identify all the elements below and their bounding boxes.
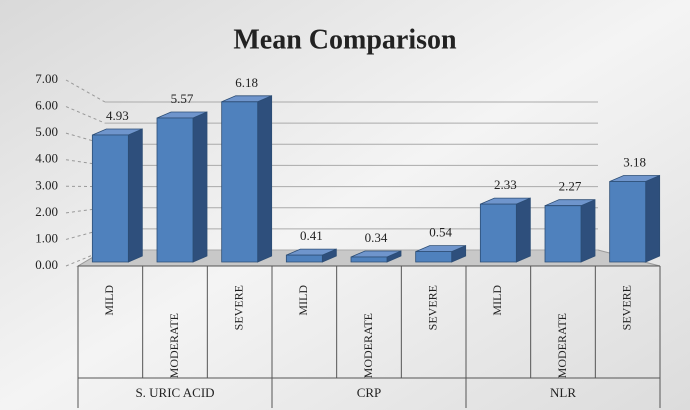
bar-face bbox=[127, 128, 143, 263]
bar-face bbox=[645, 174, 661, 263]
bar-face bbox=[544, 205, 582, 263]
data-label: 4.93 bbox=[106, 108, 129, 123]
bar-face bbox=[479, 203, 517, 263]
grid-line bbox=[65, 132, 106, 145]
bar-face bbox=[515, 197, 531, 263]
x-tick-label: MILD bbox=[490, 285, 504, 316]
data-label: 0.54 bbox=[429, 225, 452, 240]
x-tick-label: SEVERE bbox=[619, 285, 633, 330]
x-tick-label: MILD bbox=[296, 285, 310, 316]
bar-face bbox=[609, 181, 647, 263]
bar-face bbox=[257, 95, 273, 263]
bar-face bbox=[580, 199, 596, 263]
bar bbox=[285, 248, 337, 263]
bar-face bbox=[192, 111, 208, 263]
data-label: 2.27 bbox=[559, 179, 582, 194]
x-tick-label: SEVERE bbox=[231, 285, 245, 330]
y-tick-label: 5.00 bbox=[35, 124, 58, 139]
y-tick-label: 6.00 bbox=[35, 98, 58, 113]
data-label: 0.34 bbox=[365, 230, 388, 245]
group-label: S. URIC ACID bbox=[135, 385, 214, 400]
y-tick-label: 7.00 bbox=[35, 71, 58, 86]
x-tick-label: SEVERE bbox=[425, 285, 439, 330]
data-label: 3.18 bbox=[623, 154, 646, 169]
y-tick-label: 1.00 bbox=[35, 230, 58, 245]
y-tick-label: 4.00 bbox=[35, 151, 58, 166]
bar bbox=[221, 95, 273, 263]
x-tick-label: MILD bbox=[102, 285, 116, 316]
grid-line bbox=[65, 249, 106, 267]
bar bbox=[479, 197, 531, 263]
grid-line bbox=[65, 228, 106, 240]
bar bbox=[609, 174, 661, 263]
y-tick-label: 2.00 bbox=[35, 204, 58, 219]
x-tick-label: MODERATE bbox=[167, 313, 181, 378]
x-tick-label: MODERATE bbox=[555, 313, 569, 378]
grid-line bbox=[65, 79, 106, 103]
data-label: 0.41 bbox=[300, 228, 323, 243]
x-tick-label: MODERATE bbox=[361, 313, 375, 378]
bar-face bbox=[91, 134, 129, 263]
group-label: NLR bbox=[550, 385, 576, 400]
bar bbox=[91, 128, 143, 263]
bar bbox=[415, 245, 467, 263]
bar-face bbox=[350, 256, 388, 263]
bar-face bbox=[285, 254, 323, 263]
bar bbox=[156, 111, 208, 263]
group-label: CRP bbox=[357, 385, 382, 400]
bar-face bbox=[156, 117, 194, 263]
bar bbox=[544, 199, 596, 263]
bar-face bbox=[221, 101, 259, 263]
bar bbox=[350, 250, 402, 263]
y-tick-label: 3.00 bbox=[35, 177, 58, 192]
bar-face bbox=[415, 251, 453, 263]
y-tick-label: 0.00 bbox=[35, 257, 58, 272]
data-label: 2.33 bbox=[494, 177, 517, 192]
grid-line bbox=[65, 106, 106, 124]
chart-title: Mean Comparison bbox=[233, 24, 457, 55]
data-label: 5.57 bbox=[171, 91, 194, 106]
data-label: 6.18 bbox=[235, 75, 258, 90]
